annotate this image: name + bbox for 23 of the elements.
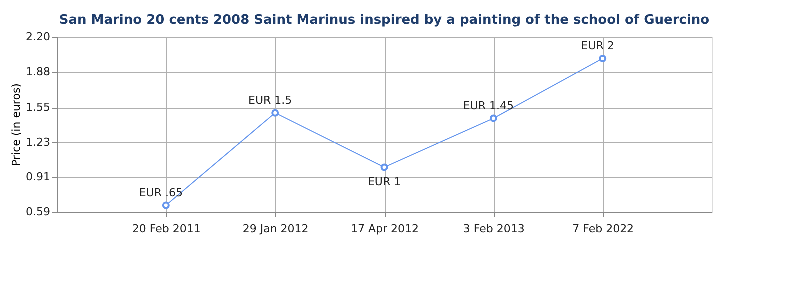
chart-title: San Marino 20 cents 2008 Saint Marinus inspired by a painting of the school of Guercino (59, 13, 710, 28)
x-tick-label: 17 Apr 2012 (350, 222, 420, 236)
point (272, 109, 280, 117)
x-tick-label: 7 Feb 2022 (572, 222, 634, 236)
data-label: EUR 1.45 (463, 100, 514, 113)
data-label: EUR 2 (581, 40, 614, 53)
y-axis-title: Price (in euros) (10, 84, 24, 166)
y-tick-label: 0.91 (26, 170, 50, 184)
data-label: EUR 1.5 (248, 94, 292, 108)
x-tick-label: 20 Feb 2011 (132, 222, 201, 236)
data-label: EUR 1 (368, 175, 402, 188)
y-tick-label: 1.23 (26, 136, 50, 149)
y-tick-label: 1.55 (26, 101, 50, 114)
data-label: EUR .65 (139, 186, 183, 200)
point (490, 114, 498, 122)
point (380, 164, 388, 172)
y-tick-label: 1.88 (26, 65, 50, 78)
x-tick-label: 3 Feb 2013 (463, 222, 525, 236)
x-tick-label: 29 Jan 2012 (242, 222, 309, 236)
y-tick-label: 0.59 (26, 206, 50, 218)
point (599, 55, 607, 62)
point (162, 202, 170, 210)
y-tick-label: 2.20 (26, 30, 50, 44)
